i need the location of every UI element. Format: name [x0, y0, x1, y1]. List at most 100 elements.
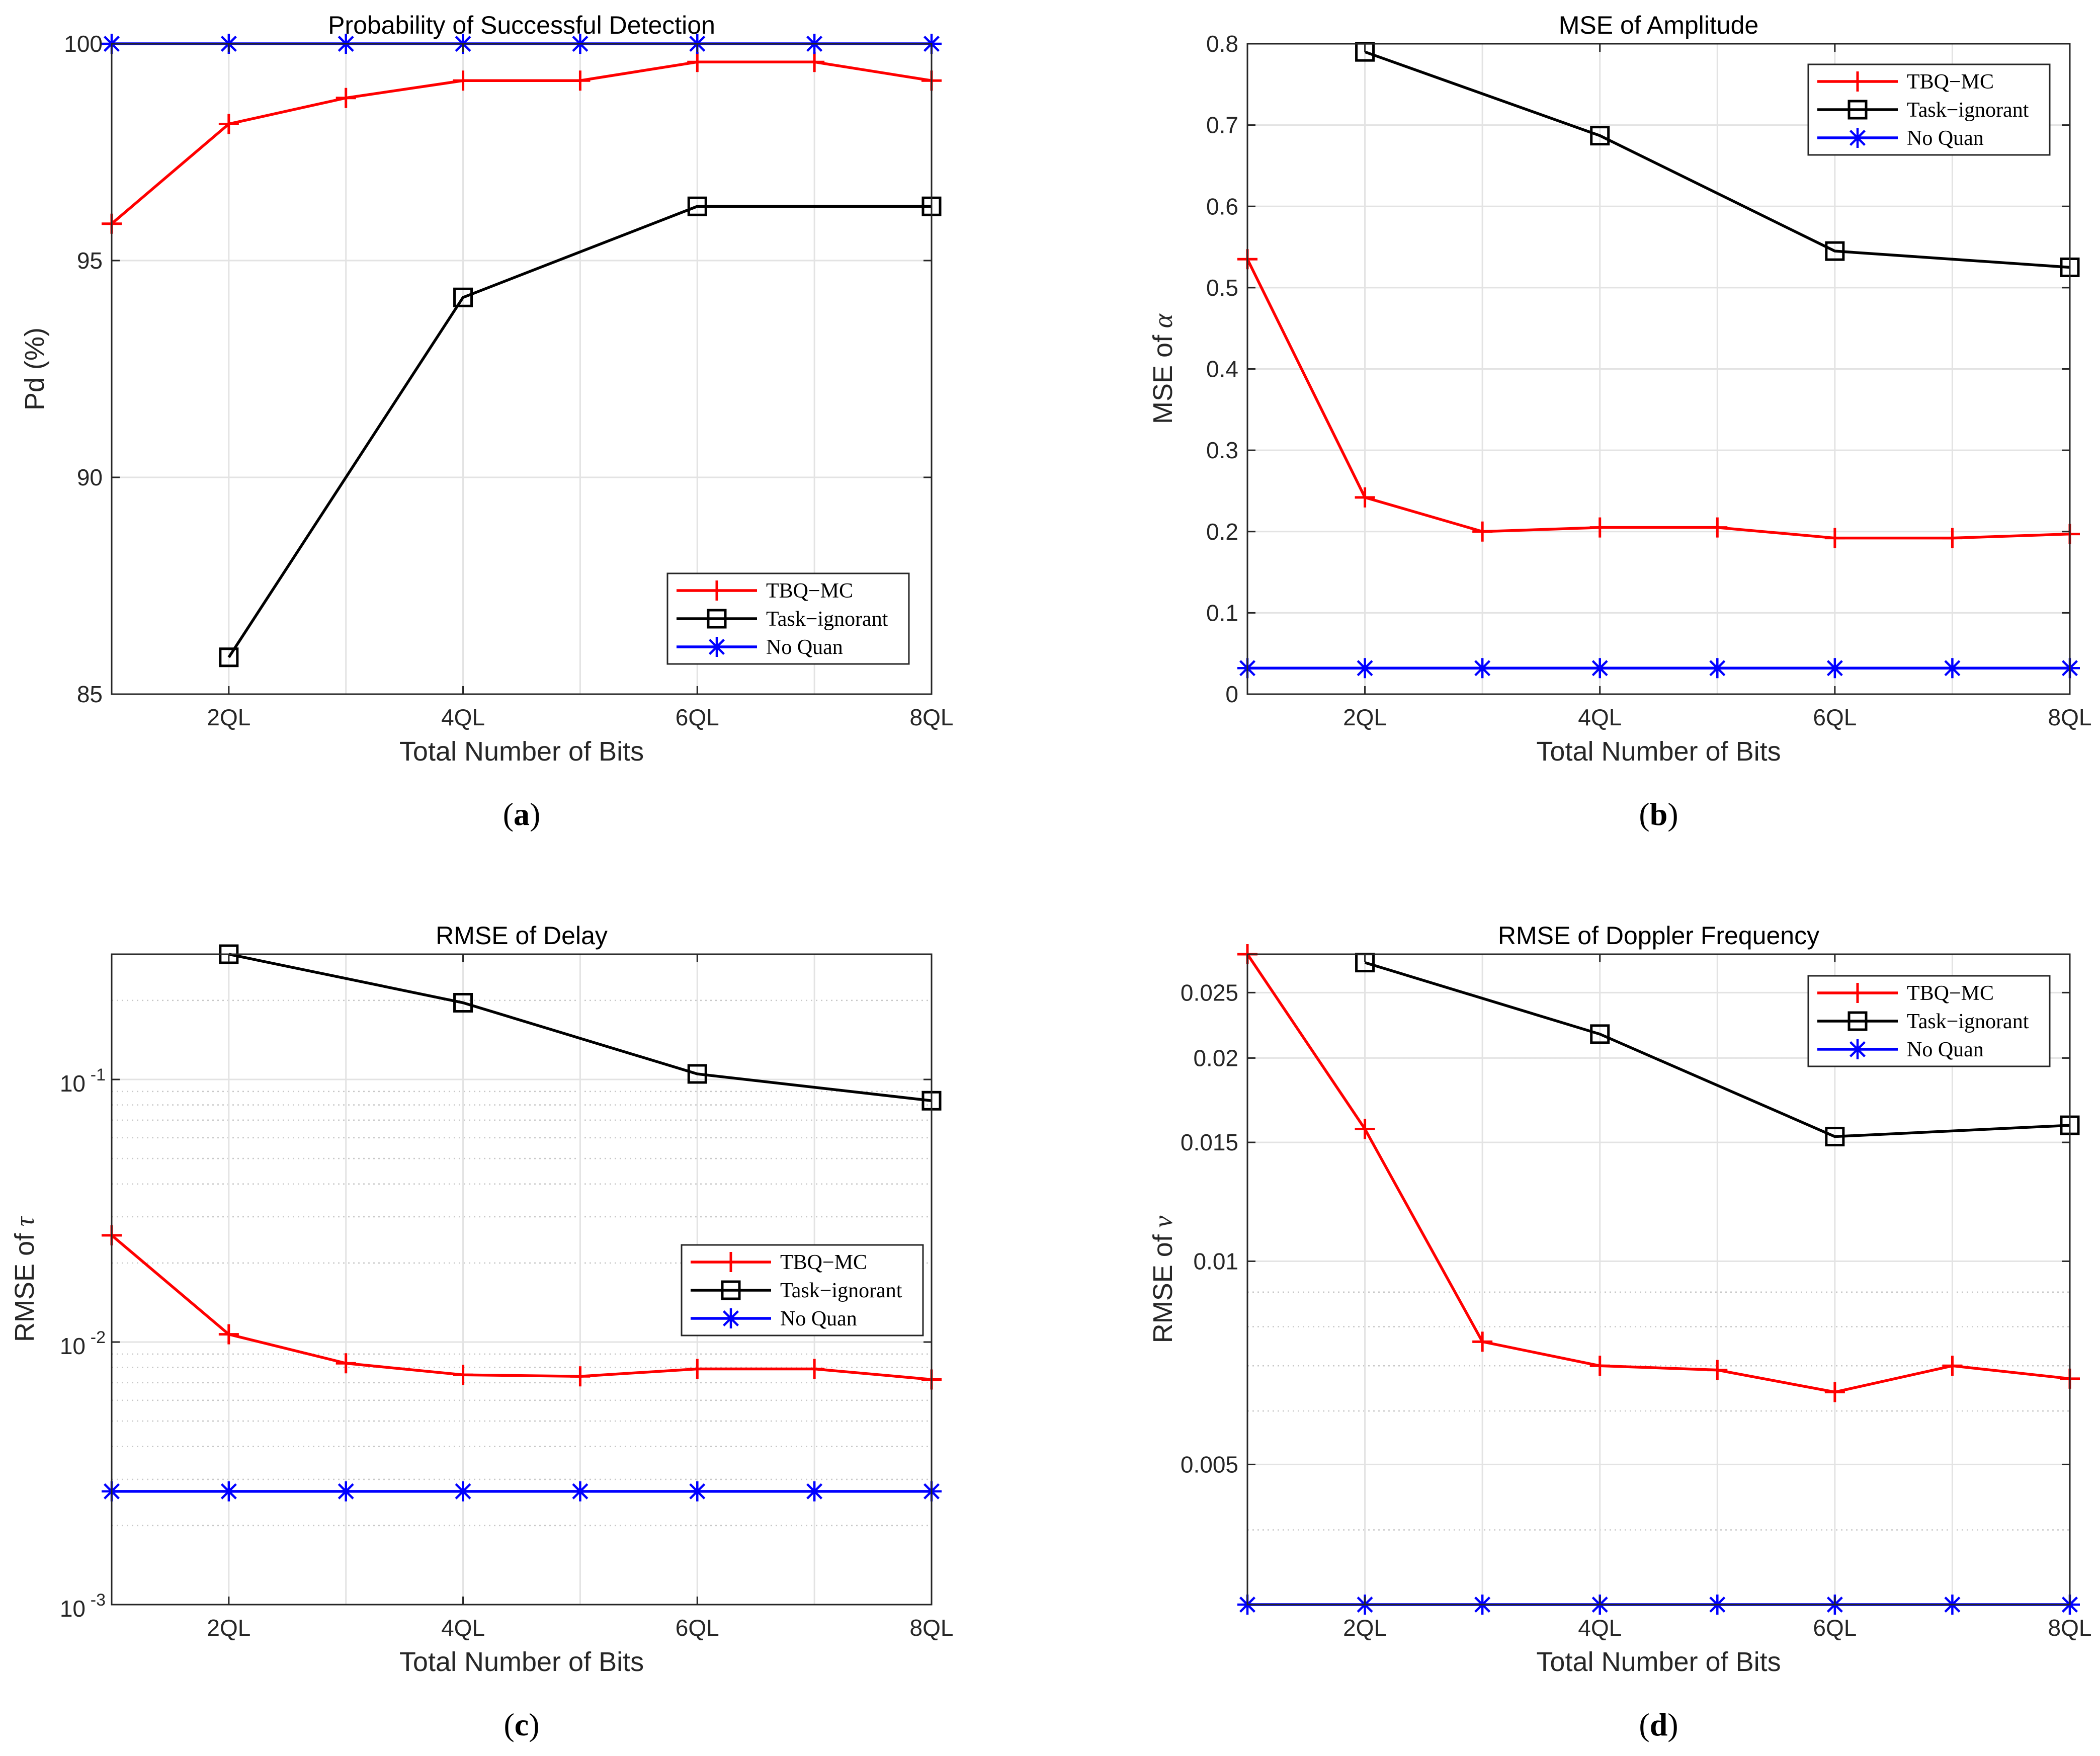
legend-label-2: Task−ignorant	[1907, 1010, 2029, 1033]
y-tick-label: 0.3	[1206, 437, 1238, 463]
data-point	[218, 114, 239, 134]
series-line-2	[227, 205, 932, 658]
x-tick-label: 6QL	[1813, 1615, 1857, 1641]
y-tick-label: 0.1	[1206, 600, 1238, 626]
legend-marker	[1847, 983, 1868, 1003]
legend-label-3: No Quan	[1907, 127, 1984, 150]
series-line-1	[1246, 953, 2070, 1394]
y-tick-label: 0.005	[1181, 1451, 1238, 1477]
legend-label-1: TBQ−MC	[780, 1251, 867, 1274]
legend-marker	[707, 637, 727, 657]
chart-panel-d: 2QL 4QL 6QL 8QL 0.005 0.01 0.015 0.02 0.025 RMSE …	[1148, 922, 2091, 1742]
legend-label-3: No Quan	[766, 636, 843, 659]
data-point	[570, 70, 591, 91]
data-point	[1825, 241, 1845, 261]
data-point	[218, 1324, 239, 1345]
data-point	[453, 70, 473, 91]
legend-marker	[707, 580, 727, 601]
x-tick-label: 4QL	[441, 704, 485, 730]
legend: TBQ−MC Task−ignorant No Quan	[1807, 975, 2051, 1067]
chart-title: MSE of Amplitude	[1559, 11, 1758, 39]
data-point	[804, 52, 825, 72]
x-axis-label: Total Number of Bits	[399, 736, 644, 767]
axes-box	[111, 43, 933, 695]
x-tick-label: 2QL	[207, 704, 250, 730]
x-axis-label: Total Number of Bits	[399, 1647, 644, 1677]
legend-marker	[1847, 100, 1868, 120]
legend: TBQ−MC Task−ignorant No Quan	[1807, 63, 2051, 156]
data-point	[335, 1353, 356, 1374]
legend-marker	[721, 1252, 741, 1272]
legend-label-2: Task−ignorant	[1907, 99, 2029, 122]
data-point	[804, 1359, 825, 1379]
data-point	[1589, 1356, 1610, 1376]
data-point	[1707, 1360, 1728, 1380]
data-point	[1824, 658, 1845, 679]
chart-title: RMSE of Doppler Frequency	[1498, 922, 1819, 950]
legend-label-3: No Quan	[780, 1307, 857, 1330]
y-tick-label: 0.4	[1206, 356, 1238, 382]
data-point	[1824, 528, 1845, 548]
y-tick-exponent: -2	[91, 1328, 106, 1347]
data-point	[453, 287, 473, 307]
y-tick-label: 90	[77, 464, 103, 490]
series-line-2	[1364, 50, 2070, 269]
data-point	[1942, 658, 1963, 679]
y-tick-label: 100	[64, 31, 103, 57]
y-tick-label: 0.8	[1206, 31, 1238, 57]
legend: TBQ−MC Task−ignorant No Quan	[666, 572, 910, 665]
x-tick-label: 6QL	[676, 1615, 719, 1641]
data-point	[1707, 517, 1728, 538]
x-tick-label: 8QL	[910, 704, 954, 730]
y-tick-label: 85	[77, 681, 103, 707]
chart-title: Probability of Successful Detection	[328, 11, 715, 39]
y-tick-exponent: -1	[91, 1065, 106, 1084]
data-point	[1355, 1119, 1375, 1139]
y-axis-symbol: τ	[10, 1216, 40, 1233]
data-point	[570, 1481, 591, 1501]
legend-marker	[1847, 128, 1868, 148]
legend-label-2: Task−ignorant	[766, 608, 888, 631]
data-point	[687, 1064, 707, 1084]
panel-caption: (d)	[1639, 1707, 1678, 1742]
x-tick-label: 2QL	[207, 1615, 250, 1641]
data-point	[1472, 1331, 1493, 1352]
x-tick-label: 8QL	[2048, 704, 2092, 730]
y-tick-label: 10	[60, 1333, 86, 1359]
x-tick-label: 6QL	[1813, 704, 1857, 730]
series-line-2	[1364, 961, 2070, 1138]
y-tick-exponent: -3	[91, 1591, 106, 1610]
data-point	[687, 196, 707, 216]
legend-label-3: No Quan	[1907, 1038, 1984, 1061]
data-point	[453, 1481, 473, 1501]
series-line-2	[228, 953, 932, 1103]
data-point	[335, 1481, 356, 1501]
legend-label-1: TBQ−MC	[1907, 70, 1994, 94]
y-tick-label: 0.02	[1193, 1045, 1238, 1071]
x-tick-label: 8QL	[910, 1615, 954, 1641]
legend-label-1: TBQ−MC	[1907, 982, 1994, 1005]
data-point	[1825, 1127, 1845, 1147]
y-axis-label: RMSE of ν	[1148, 1216, 1178, 1344]
x-axis-label: Total Number of Bits	[1536, 736, 1781, 767]
axes-box	[111, 953, 933, 1606]
y-axis-symbol: α	[1148, 313, 1178, 335]
y-axis-label: Pd (%)	[20, 327, 50, 410]
data-point	[1590, 1024, 1610, 1044]
y-tick-label: 0	[1225, 681, 1238, 707]
y-axis-label: MSE of α	[1148, 313, 1178, 424]
x-tick-label: 4QL	[1578, 1615, 1622, 1641]
legend-marker	[707, 609, 727, 629]
legend-marker	[1847, 1039, 1868, 1059]
data-point	[335, 88, 356, 108]
legend-marker	[721, 1308, 741, 1328]
panel-caption: (b)	[1639, 796, 1678, 832]
data-point	[1355, 658, 1375, 679]
x-tick-label: 2QL	[1343, 1615, 1387, 1641]
y-tick-label: 10	[60, 1070, 86, 1097]
chart-panel-c: 2QL 4QL 6QL 8QL 10 -3 10 -2 10 -1 RMSE of Delay Tot…	[10, 922, 953, 1742]
data-point	[570, 1366, 591, 1387]
x-tick-label: 6QL	[676, 704, 719, 730]
y-tick-label: 0.01	[1193, 1248, 1238, 1274]
